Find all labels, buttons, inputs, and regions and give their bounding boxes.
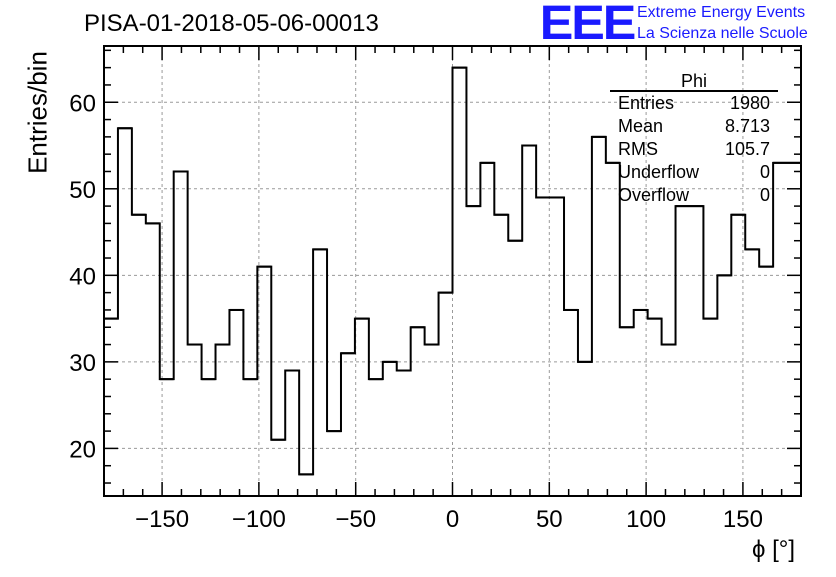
y-tick-label: 50 (69, 177, 96, 204)
stats-row-mean: Mean 8.713 (618, 116, 770, 138)
stats-row-overflow: Overflow 0 (618, 185, 770, 207)
y-axis-label: Entries/bin (22, 51, 53, 174)
stats-key: Entries (618, 93, 675, 113)
x-tick-label: −150 (135, 506, 189, 533)
stats-value: 0 (759, 185, 770, 205)
x-tick-label: −50 (335, 506, 376, 533)
y-tick-label: 20 (69, 436, 96, 463)
stats-value: 0 (759, 162, 770, 182)
x-tick-label: 50 (536, 506, 563, 533)
stats-value: 1980 (729, 93, 770, 113)
x-tick-label: −100 (232, 506, 286, 533)
x-tick-label: 150 (723, 506, 763, 533)
y-tick-label: 30 (69, 350, 96, 377)
x-tick-label: 100 (626, 506, 666, 533)
stats-row-underflow: Underflow 0 (618, 162, 770, 184)
stats-box-title: Phi (680, 71, 707, 91)
chart-title: PISA-01-2018-05-06-00013 (84, 10, 379, 37)
stats-key: Underflow (618, 162, 700, 182)
stats-row-rms: RMS 105.7 (618, 139, 770, 161)
stats-box-rule (610, 90, 778, 92)
stats-key: Mean (618, 116, 664, 136)
x-tick-label: 0 (446, 506, 459, 533)
stats-key: RMS (618, 139, 658, 159)
y-tick-label: 40 (69, 263, 96, 290)
logo-caption-line1: Extreme Energy Events (637, 4, 806, 21)
eee-logo: EEE (539, 0, 637, 50)
x-axis-label: ϕ [°] (752, 536, 796, 563)
stats-row-entries: Entries 1980 (618, 93, 770, 115)
stats-key: Overflow (618, 185, 690, 205)
stats-value: 105.7 (724, 139, 770, 159)
stats-value: 8.713 (724, 116, 770, 136)
logo-caption-line2: La Scienza nelle Scuole (637, 25, 808, 42)
y-tick-label: 60 (69, 90, 96, 117)
